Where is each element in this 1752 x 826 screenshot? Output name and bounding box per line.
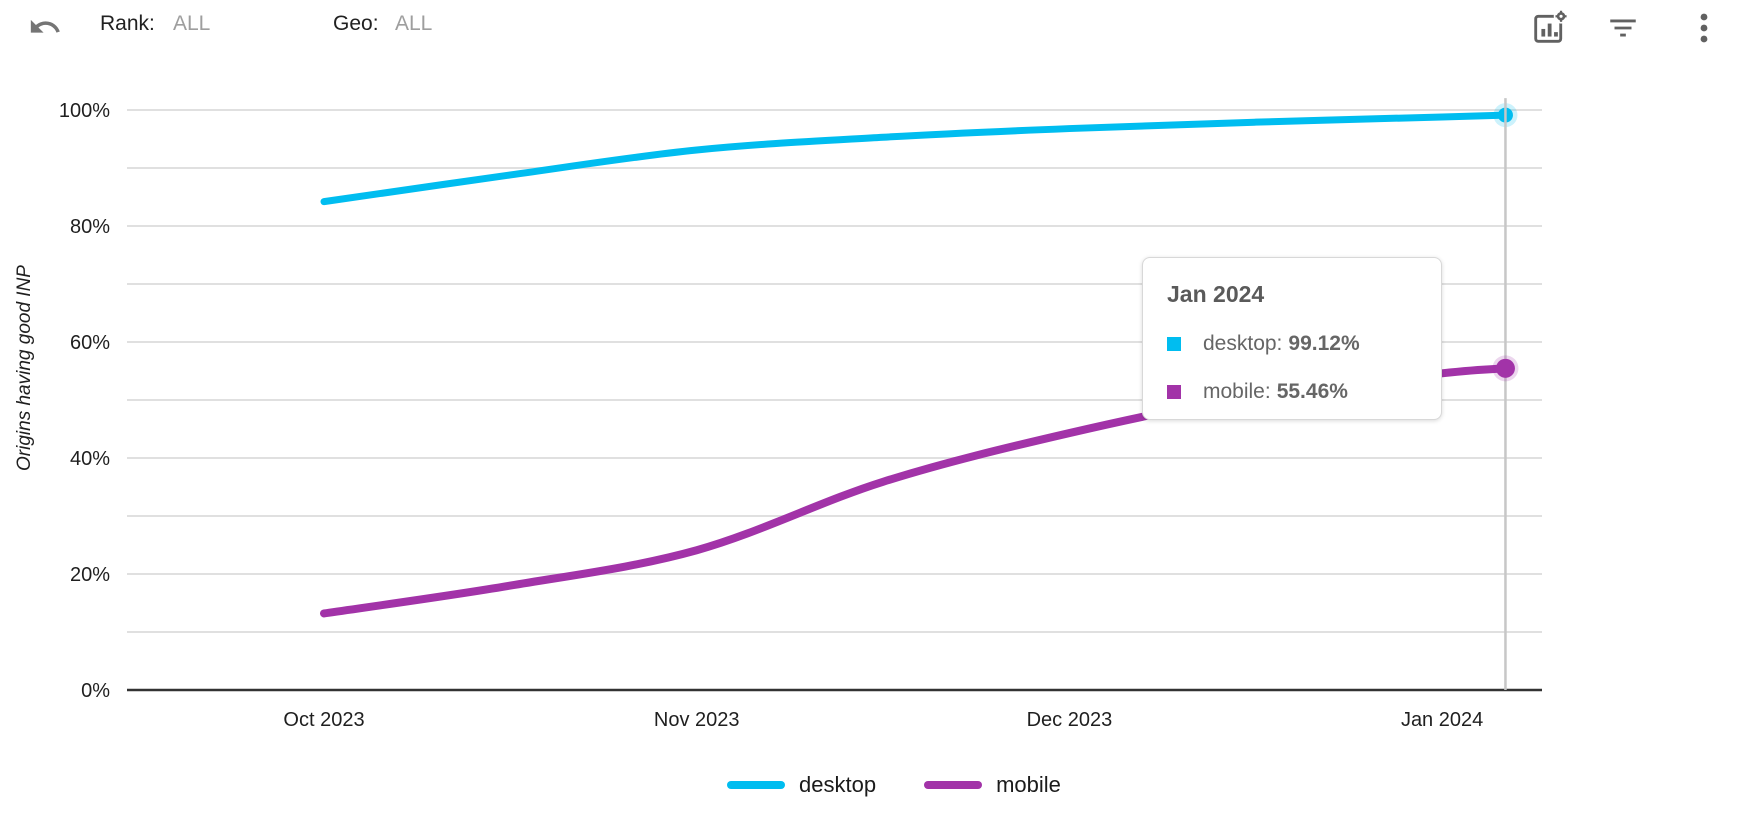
mobile-legend-label: mobile [996,772,1061,797]
tooltip-row-mobile: mobile: 55.46% [1167,380,1417,404]
rank-filter-value[interactable]: ALL [173,12,211,35]
desktop-legend-swatch [727,781,785,789]
geo-filter-label: Geo: [333,12,379,35]
geo-filter-value[interactable]: ALL [395,12,433,35]
tooltip-row-desktop: desktop: 99.12% [1167,332,1417,356]
y-tick-label-20%: 20% [70,564,110,586]
filter-button[interactable] [1606,11,1640,50]
x-tick-label-Dec-2023: Dec 2023 [1027,709,1113,731]
x-tick-label-Oct-2023: Oct 2023 [283,709,364,731]
y-tick-label-0%: 0% [81,680,110,702]
y-tick-label-60%: 60% [70,332,110,354]
legend-item-desktop: desktop [727,772,876,798]
tooltip-desktop-value: 99.12% [1288,332,1360,355]
mobile-legend-swatch [924,781,983,789]
add-chart-icon [1534,9,1569,43]
y-tick-label-40%: 40% [70,448,110,470]
undo-arrow-icon [30,19,60,33]
mobile-end-point[interactable] [1495,358,1515,378]
tooltip-mobile-value: 55.46% [1276,380,1348,403]
more-options-button[interactable] [1694,11,1714,50]
chart-tooltip: Jan 2024 desktop: 99.12% mobile: 55.46% [1142,257,1442,420]
undo-button[interactable] [28,10,62,49]
y-tick-label-100%: 100% [59,100,110,122]
rank-filter-label: Rank: [100,12,155,35]
x-tick-label-Jan-2024: Jan 2024 [1401,709,1483,731]
y-axis-title: Origins having good INP [14,265,35,471]
y-tick-label-80%: 80% [70,216,110,238]
more-vert-icon [1700,13,1708,43]
mobile-series-swatch [1167,385,1181,399]
filter-list-icon [1610,19,1636,37]
desktop-series-swatch [1167,337,1181,351]
legend-item-mobile: mobile [924,772,1061,798]
chart-settings-button[interactable] [1530,9,1569,52]
desktop-legend-label: desktop [799,772,877,797]
tooltip-mobile-label: mobile: [1203,380,1271,403]
tooltip-desktop-label: desktop: [1203,332,1283,355]
tooltip-title: Jan 2024 [1167,281,1265,307]
x-tick-label-Nov-2023: Nov 2023 [654,709,740,731]
desktop-series-line[interactable] [320,111,1509,206]
chart-legend: desktop mobile [727,772,1061,798]
